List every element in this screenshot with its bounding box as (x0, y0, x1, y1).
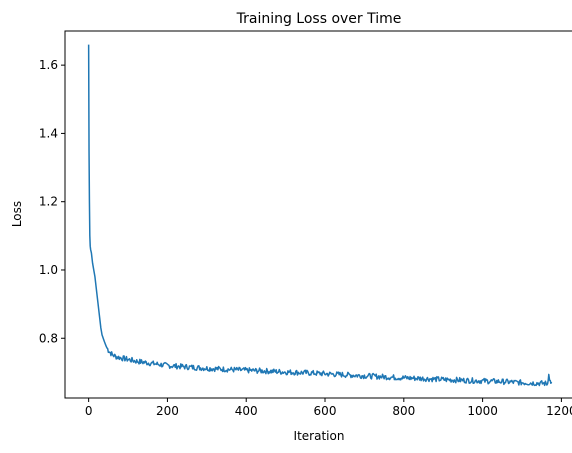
x-tick-label: 200 (156, 404, 179, 418)
y-tick-label: 0.8 (39, 331, 58, 345)
plot-frame (64, 30, 572, 399)
y-axis-ticks: 0.8 1.0 1.2 1.4 1.6 (39, 58, 65, 345)
y-tick-label: 1.6 (39, 58, 58, 72)
y-axis-label: Loss (10, 201, 24, 227)
y-tick-label: 1.0 (39, 263, 58, 277)
plot-area (65, 31, 572, 398)
x-axis-label: Iteration (294, 429, 345, 443)
x-tick-label: 600 (314, 404, 337, 418)
x-axis-ticks: 0 200 400 600 800 1000 1200 (85, 398, 572, 418)
loss-series-line (87, 44, 553, 387)
chart-title: Training Loss over Time (236, 11, 402, 27)
x-tick-label: 800 (392, 404, 415, 418)
x-tick-label: 400 (235, 404, 258, 418)
y-tick-label: 1.4 (39, 126, 58, 140)
y-tick-label: 1.2 (39, 195, 58, 209)
x-tick-label: 1200 (546, 404, 572, 418)
x-tick-label: 1000 (467, 404, 498, 418)
x-tick-label: 0 (85, 404, 93, 418)
